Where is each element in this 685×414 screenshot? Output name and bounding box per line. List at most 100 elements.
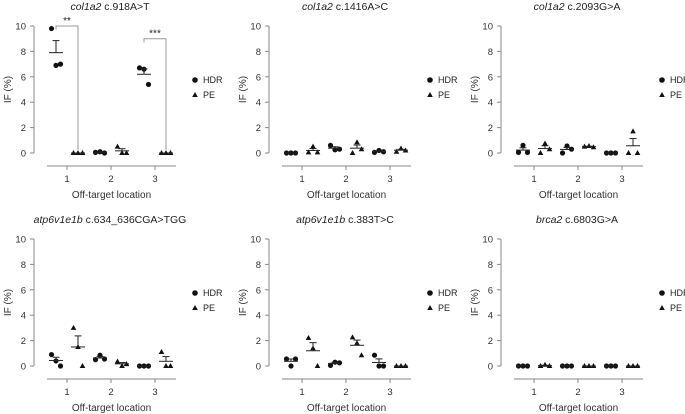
chart-title-gene: col1a2 <box>70 1 101 13</box>
chart-title: atp6v1e1b c.634_636CGA>TGG <box>34 214 187 226</box>
y-axis-label: IF (%) <box>470 76 481 103</box>
x-tick-label: 2 <box>343 174 348 185</box>
pe-point <box>305 149 312 155</box>
legend-label: PE <box>203 303 215 313</box>
pe-point <box>119 150 125 155</box>
hdr-point <box>515 149 522 155</box>
chart-title-gene: atp6v1e1b <box>34 214 83 226</box>
x-tick-label: 1 <box>531 174 536 185</box>
chart-panel-1: col1a2 c.918A>T 0 2 4 6 8 10 IF (%) 1 2 3Off-targe… <box>3 1 223 201</box>
y-tick-label: 2 <box>488 336 493 347</box>
chart-title: col1a2 c.2093G>A <box>534 1 621 13</box>
chart-title: col1a2 c.918A>T <box>70 1 150 13</box>
chart-title-variant: c.634_636CGA>TGG <box>83 214 187 226</box>
legend-marker-triangle <box>427 305 433 310</box>
y-tick-label: 0 <box>488 149 493 160</box>
x-tick-label: 2 <box>575 174 580 185</box>
y-tick-label: 2 <box>256 336 261 347</box>
pe-point <box>586 143 592 149</box>
x-tick-label: 3 <box>387 387 392 398</box>
y-tick-label: 10 <box>15 235 26 246</box>
pe-point <box>349 334 356 340</box>
legend-marker-circle <box>659 290 665 296</box>
y-tick-label: 10 <box>482 22 493 33</box>
y-tick-label: 4 <box>488 311 493 322</box>
hdr-point <box>48 25 55 32</box>
x-axis-label: Off-target location <box>539 403 618 414</box>
chart-title-variant: c.383T>C <box>345 214 394 226</box>
x-tick-label: 3 <box>152 174 157 185</box>
legend-label: PE <box>438 90 450 100</box>
legend-label: HDR <box>670 75 685 85</box>
hdr-point <box>101 150 108 156</box>
y-tick-label: 4 <box>21 98 26 109</box>
hdr-point <box>376 147 382 154</box>
x-tick-label: 3 <box>387 174 392 185</box>
y-tick-label: 0 <box>256 362 261 373</box>
pe-point <box>119 363 125 368</box>
y-tick-label: 0 <box>21 362 26 373</box>
y-axis-label: IF (%) <box>238 76 249 103</box>
pe-point <box>542 140 548 146</box>
legend-marker-circle <box>192 77 198 83</box>
pe-point <box>393 148 400 154</box>
chart-title: brca2 c.6803G>A <box>536 214 618 226</box>
x-tick-label: 2 <box>575 387 580 398</box>
hdr-point <box>101 356 108 362</box>
x-tick-label: 1 <box>64 174 69 185</box>
hdr-point <box>327 362 334 368</box>
chart-title-gene: col1a2 <box>302 1 333 13</box>
hdr-point <box>57 61 64 67</box>
legend-label: HDR <box>670 288 685 298</box>
y-axis-label: IF (%) <box>470 289 481 316</box>
y-tick-label: 4 <box>256 311 261 322</box>
y-tick-label: 10 <box>482 235 493 246</box>
y-tick-label: 8 <box>256 47 261 58</box>
pe-point <box>630 128 636 134</box>
legend-marker-circle <box>427 290 433 296</box>
chart-title-variant: c.918A>T <box>101 1 150 13</box>
pe-point <box>537 150 544 155</box>
legend-marker-circle <box>427 77 433 83</box>
y-axis-label: IF (%) <box>3 76 14 103</box>
chart-title: col1a2 c.1416A>C <box>302 1 389 13</box>
y-tick-label: 10 <box>250 235 261 246</box>
pe-point <box>314 363 321 368</box>
hdr-point <box>136 65 143 71</box>
hdr-point <box>53 62 59 68</box>
pe-point <box>158 349 165 355</box>
hdr-point <box>559 150 566 156</box>
y-tick-label: 2 <box>21 336 26 347</box>
x-tick-label: 3 <box>619 387 624 398</box>
y-tick-label: 10 <box>250 22 261 33</box>
legend-label: HDR <box>438 288 458 298</box>
chart-title-variant: c.6803G>A <box>562 214 618 226</box>
hdr-point <box>376 363 382 369</box>
pe-point <box>310 143 316 149</box>
y-tick-label: 4 <box>256 98 261 109</box>
x-tick-label: 1 <box>531 387 536 398</box>
y-tick-label: 0 <box>21 149 26 160</box>
y-tick-label: 8 <box>21 47 26 58</box>
pe-point <box>634 150 641 155</box>
legend-label: HDR <box>203 75 223 85</box>
x-tick-label: 2 <box>108 387 113 398</box>
significance-label: *** <box>149 29 161 40</box>
y-tick-label: 8 <box>21 260 26 271</box>
y-tick-label: 2 <box>21 123 26 134</box>
chart-title-gene: col1a2 <box>534 1 565 13</box>
hdr-point <box>371 352 378 358</box>
y-tick-label: 2 <box>256 123 261 134</box>
legend-label: PE <box>203 90 215 100</box>
y-tick-label: 8 <box>488 47 493 58</box>
hdr-point <box>283 356 290 362</box>
legend-marker-triangle <box>427 92 433 97</box>
pe-point <box>354 139 360 145</box>
hdr-point <box>336 146 343 152</box>
hdr-point <box>288 363 294 369</box>
legend-label: PE <box>670 90 682 100</box>
x-axis-label: Off-target location <box>307 403 386 414</box>
y-tick-label: 6 <box>488 72 493 83</box>
chart-title-gene: brca2 <box>536 214 562 226</box>
x-tick-label: 1 <box>299 387 304 398</box>
